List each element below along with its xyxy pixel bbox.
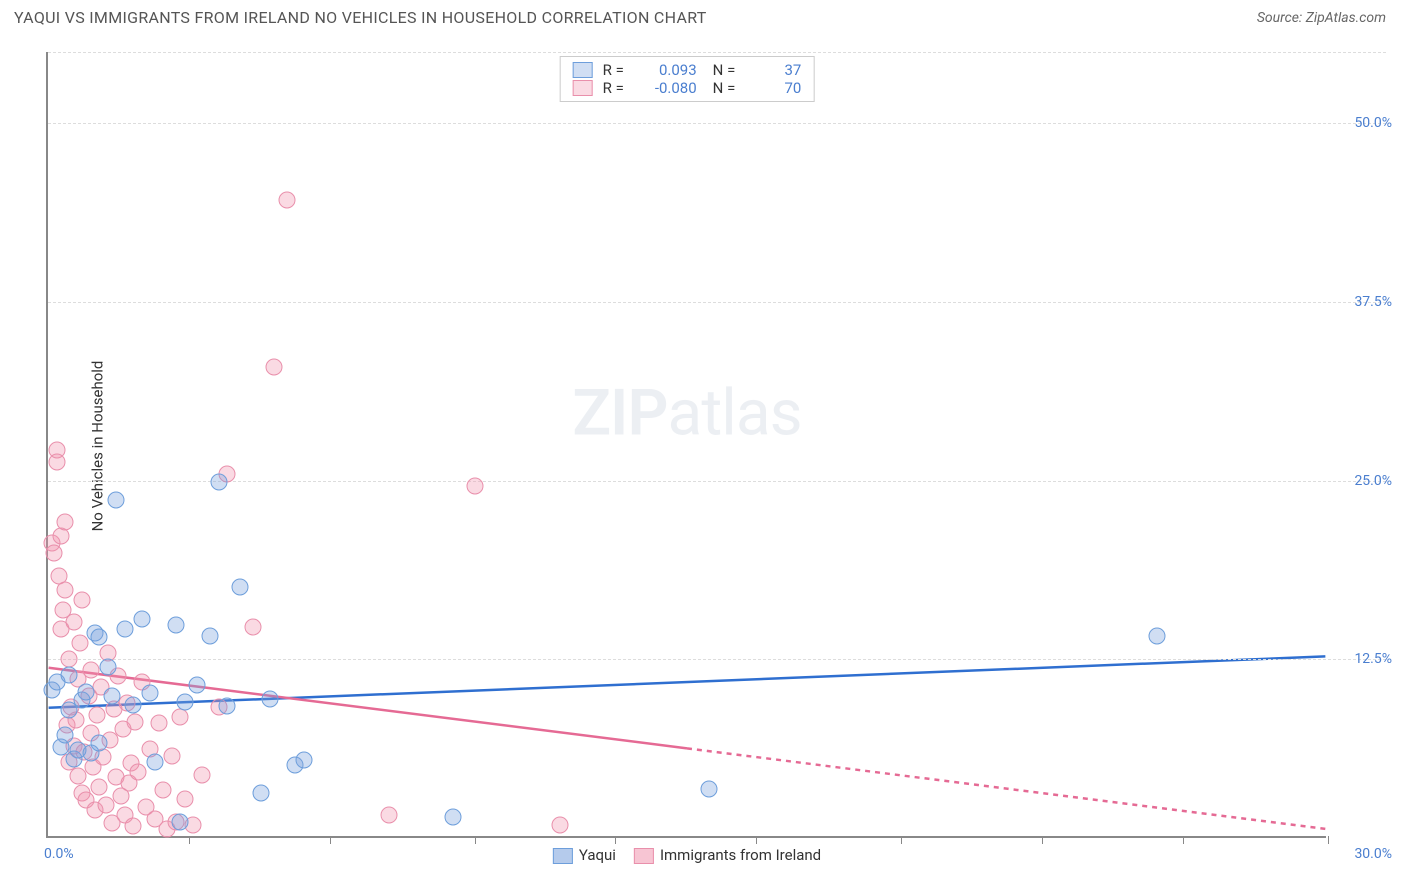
data-point [552, 816, 569, 833]
swatch-series-1 [573, 80, 593, 96]
data-point [155, 782, 172, 799]
scatter-plot: ZIPatlas R = 0.093 N = 37 R = -0.080 N =… [46, 52, 1326, 838]
data-point [108, 492, 125, 509]
data-point [244, 619, 261, 636]
data-point [189, 676, 206, 693]
data-point [193, 766, 210, 783]
x-axis-tick [1328, 836, 1329, 844]
data-point [72, 635, 89, 652]
data-point [57, 582, 74, 599]
gridline [48, 52, 1386, 53]
data-point [61, 666, 78, 683]
data-point [82, 662, 99, 679]
data-point [202, 627, 219, 644]
x-axis-tick [1042, 836, 1043, 844]
data-point [91, 779, 108, 796]
data-point [78, 683, 95, 700]
data-point [176, 790, 193, 807]
data-point [52, 527, 69, 544]
data-point [129, 763, 146, 780]
data-point [172, 813, 189, 830]
y-axis-tick-label: 50.0% [1354, 115, 1392, 131]
legend-item-0: Yaqui [553, 846, 616, 864]
data-point [125, 696, 142, 713]
chart-title: YAQUI VS IMMIGRANTS FROM IRELAND NO VEHI… [14, 8, 707, 27]
y-axis-tick-label: 25.0% [1354, 473, 1392, 489]
swatch-series-0 [573, 62, 593, 78]
data-point [701, 780, 718, 797]
x-axis-tick [1183, 836, 1184, 844]
data-point [146, 753, 163, 770]
x-axis-tick [475, 836, 476, 844]
data-point [445, 809, 462, 826]
data-point [127, 713, 144, 730]
data-point [296, 752, 313, 769]
n-value-0: 37 [745, 61, 801, 79]
data-point [1149, 627, 1166, 644]
data-point [104, 687, 121, 704]
data-point [232, 579, 249, 596]
n-value-1: 70 [745, 79, 801, 97]
data-point [172, 709, 189, 726]
r-value-1: -0.080 [641, 79, 697, 97]
data-point [266, 359, 283, 376]
data-point [48, 453, 65, 470]
x-axis-tick [901, 836, 902, 844]
x-axis-tick [615, 836, 616, 844]
swatch-icon [634, 848, 654, 864]
data-point [261, 690, 278, 707]
legend-row-series-1: R = -0.080 N = 70 [573, 79, 802, 97]
trend-lines [48, 52, 1326, 836]
data-point [89, 706, 106, 723]
data-point [61, 650, 78, 667]
data-point [125, 818, 142, 835]
legend-row-series-0: R = 0.093 N = 37 [573, 61, 802, 79]
data-point [65, 613, 82, 630]
data-point [176, 693, 193, 710]
data-point [57, 513, 74, 530]
data-point [163, 747, 180, 764]
data-point [91, 629, 108, 646]
data-point [57, 726, 74, 743]
data-point [116, 620, 133, 637]
source-attribution: Source: ZipAtlas.com [1257, 10, 1386, 26]
r-value-0: 0.093 [641, 61, 697, 79]
data-point [381, 806, 398, 823]
swatch-icon [553, 848, 573, 864]
data-point [133, 610, 150, 627]
data-point [210, 473, 227, 490]
legend-item-1: Immigrants from Ireland [634, 846, 821, 864]
gridline [48, 302, 1386, 303]
data-point [99, 659, 116, 676]
x-axis-tick [189, 836, 190, 844]
data-point [150, 715, 167, 732]
y-axis-tick-label: 37.5% [1354, 294, 1392, 310]
x-axis-tick [756, 836, 757, 844]
watermark: ZIPatlas [572, 375, 801, 450]
x-axis-min-label: 0.0% [44, 846, 74, 862]
data-point [253, 785, 270, 802]
gridline [48, 659, 1386, 660]
gridline [48, 481, 1386, 482]
data-point [168, 616, 185, 633]
data-point [142, 685, 159, 702]
data-point [278, 192, 295, 209]
gridline [48, 123, 1386, 124]
x-axis-tick [330, 836, 331, 844]
data-point [91, 735, 108, 752]
series-legend: Yaqui Immigrants from Ireland [553, 846, 821, 864]
data-point [74, 592, 91, 609]
data-point [219, 697, 236, 714]
data-point [466, 477, 483, 494]
data-point [46, 545, 63, 562]
x-axis-max-label: 30.0% [1354, 846, 1392, 862]
correlation-legend: R = 0.093 N = 37 R = -0.080 N = 70 [560, 56, 815, 102]
y-axis-tick-label: 12.5% [1354, 651, 1392, 667]
